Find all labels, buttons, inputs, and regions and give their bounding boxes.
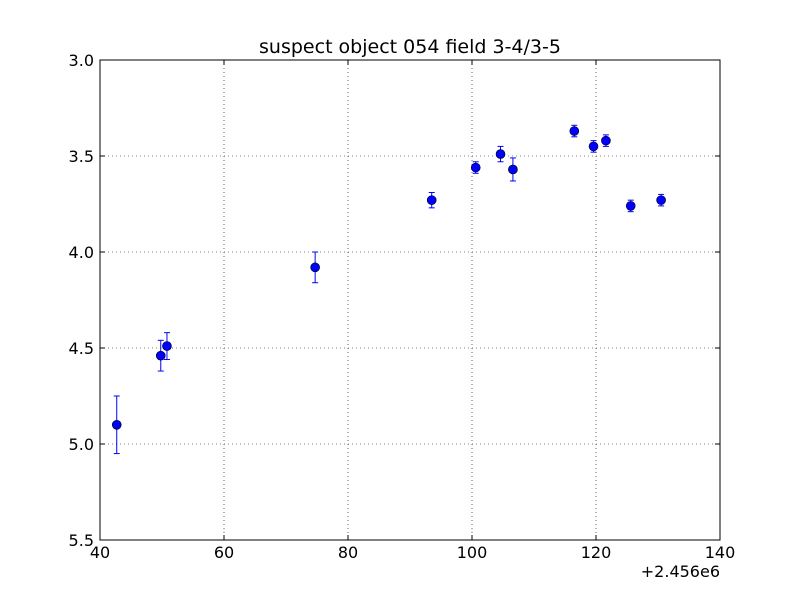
point-marker [495,149,506,159]
point-marker [426,195,437,205]
plot-frame [99,59,721,541]
data-point [601,134,611,147]
chart-title: suspect object 054 field 3-4/3-5 [259,36,561,58]
data-point [470,161,481,174]
ticks: 40 60 80 100 120 140 3.0 3.5 4.0 4.5 5.0 5.5 [69,51,736,562]
point-marker [470,162,481,173]
x-tick-label: 60 [214,543,234,562]
x-tick-label: 120 [581,543,612,562]
point-marker [162,341,172,351]
x-tick-label: 80 [338,543,358,562]
point-marker [625,201,636,211]
point-marker [601,135,611,146]
grid [100,60,720,540]
point-marker [569,126,580,136]
point-marker [588,141,599,152]
y-tick-label: 3.0 [69,51,94,70]
y-tick-label: 4.5 [69,339,94,358]
data-point [569,124,580,138]
data-point [155,339,166,372]
y-tick-label: 5.0 [69,435,94,454]
point-marker [111,419,122,430]
y-tick-label: 3.5 [69,147,94,166]
data-point [111,395,122,455]
data-points [111,124,666,455]
data-point [162,332,172,361]
point-marker [656,195,666,205]
point-marker [508,164,518,175]
y-tick-label: 5.5 [69,531,94,550]
data-point [588,140,599,153]
x-tick-label: 100 [457,543,488,562]
point-marker [155,350,166,361]
data-point [310,251,320,284]
data-point [625,199,636,213]
data-point [426,191,437,209]
x-offset-label: +2.456e6 [641,562,720,581]
x-tick-label: 40 [90,543,110,562]
data-point [495,145,506,163]
y-tick-label: 4.0 [69,243,94,262]
data-point [508,157,518,182]
x-tick-label: 140 [705,543,736,562]
data-point [656,193,666,207]
point-marker [310,262,320,273]
